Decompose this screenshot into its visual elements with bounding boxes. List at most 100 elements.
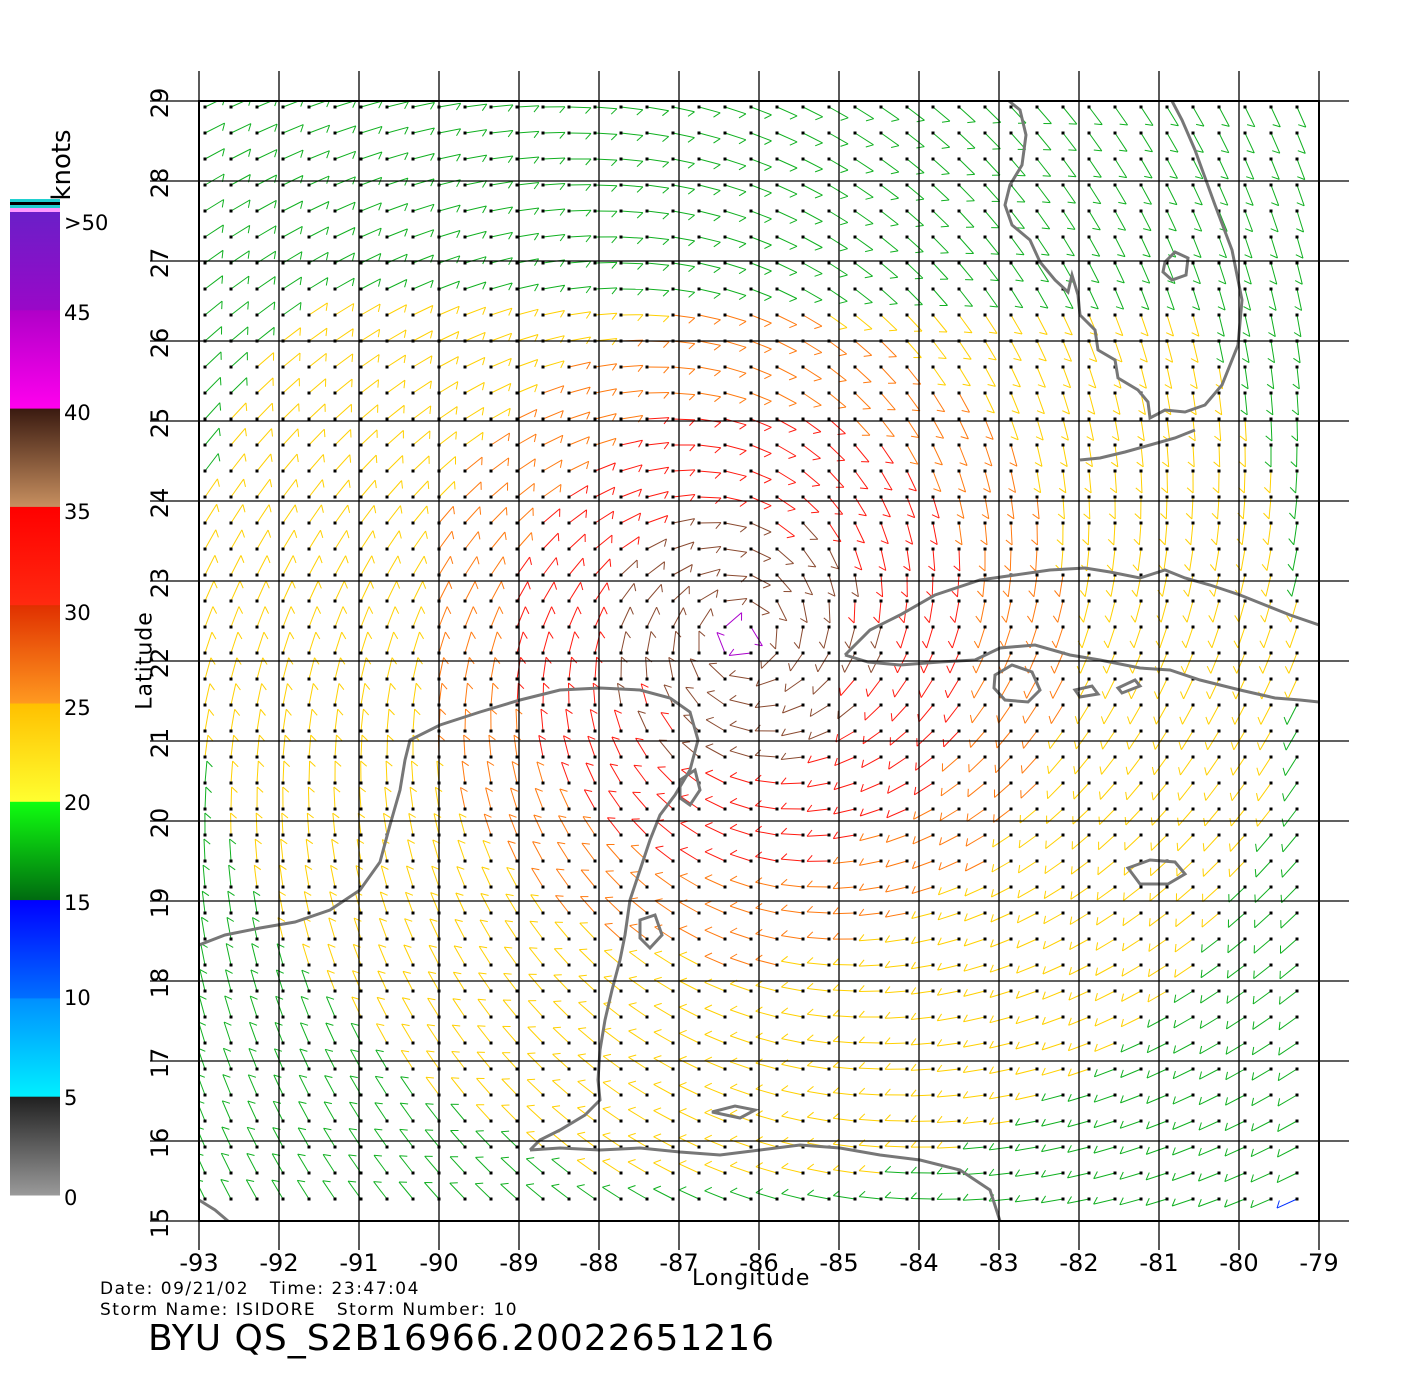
wind-barb	[724, 444, 747, 452]
wind-barb-flag	[324, 1075, 333, 1078]
wind-barb	[530, 894, 544, 914]
wind-barb-flag	[422, 581, 427, 589]
wind-barb-origin	[1243, 833, 1247, 837]
wind-barb-flag	[1117, 228, 1126, 231]
wind-barb-origin	[1113, 547, 1117, 551]
wind-barb-origin	[255, 105, 259, 109]
wind-barb-flag	[233, 734, 240, 742]
wind-barb-origin	[931, 807, 935, 811]
wind-barb	[802, 392, 822, 406]
wind-barb-origin	[385, 729, 389, 733]
wind-barb-origin	[827, 833, 831, 837]
wind-barb-flag	[1121, 968, 1125, 977]
wind-barb	[1291, 574, 1298, 597]
wind-barb	[620, 439, 643, 446]
wind-barb-flag	[892, 689, 896, 698]
wind-barb-origin	[1035, 261, 1039, 265]
wind-barb	[552, 1080, 570, 1096]
wind-barb-flag	[456, 204, 461, 213]
wind-barb	[1227, 938, 1246, 954]
wind-barb-origin	[1269, 859, 1273, 863]
wind-barb	[1244, 158, 1255, 180]
wind-barb-origin	[1035, 573, 1039, 577]
wind-barb	[994, 782, 1012, 798]
wind-barb-origin	[1087, 677, 1091, 681]
wind-barb	[1244, 132, 1255, 154]
wind-barb	[1243, 470, 1246, 494]
wind-barb	[984, 236, 1000, 255]
wind-barb-origin	[671, 1067, 675, 1071]
wind-barb-flag	[706, 690, 715, 693]
wind-barb	[412, 606, 422, 628]
wind-barb-origin	[307, 833, 311, 837]
wind-barb-flag	[916, 172, 925, 175]
wind-barb-origin	[1035, 807, 1039, 811]
wind-barb-origin	[853, 989, 857, 993]
wind-barb	[629, 951, 648, 966]
wind-barb-flag	[477, 531, 481, 540]
wind-barb-flag	[1199, 1045, 1203, 1054]
wind-barb-flag	[960, 436, 969, 440]
wind-barb-origin	[359, 833, 363, 837]
wind-barb-flag	[1041, 1016, 1046, 1025]
wind-barb-flag	[326, 996, 335, 1000]
wind-barb-origin	[1165, 209, 1169, 213]
wind-barb-flag	[1174, 943, 1177, 953]
wind-barb	[756, 678, 778, 687]
wind-barb	[427, 997, 440, 1018]
wind-barb-flag	[1110, 461, 1119, 468]
wind-barb-flag	[426, 1024, 435, 1027]
wind-barb-origin	[1165, 781, 1169, 785]
wind-barb-origin	[1087, 157, 1091, 161]
wind-barb-flag	[944, 690, 949, 698]
wind-barb	[282, 683, 288, 706]
wind-barb	[507, 840, 518, 862]
wind-barb-origin	[203, 547, 207, 551]
wind-barb-flag	[715, 522, 722, 530]
wind-barb-origin	[359, 235, 363, 239]
wind-barb-flag	[889, 329, 898, 332]
wind-barb-flag	[285, 708, 292, 716]
wind-barb-origin	[879, 521, 883, 525]
wind-barb-flag	[814, 664, 819, 673]
wind-barb-flag	[508, 814, 517, 818]
wind-barb	[578, 1002, 596, 1018]
wind-barb	[1016, 938, 1038, 949]
wind-barb	[256, 453, 272, 472]
wind-barb-flag	[323, 429, 326, 438]
wind-barb-flag	[789, 324, 797, 329]
wind-barb-origin	[1139, 625, 1143, 629]
wind-barb-flag	[328, 917, 337, 922]
legend-stripe	[10, 208, 60, 212]
wind-barb-origin	[645, 885, 649, 889]
wind-barb-flag	[221, 275, 224, 284]
wind-barb-origin	[541, 989, 545, 993]
wind-barb-flag	[479, 945, 488, 949]
wind-barb-origin	[827, 469, 831, 473]
wind-barb	[481, 866, 492, 888]
wind-barb-origin	[1009, 1067, 1013, 1071]
wind-barb-origin	[1165, 755, 1169, 759]
wind-barb	[932, 288, 948, 306]
wind-barb	[802, 548, 817, 568]
wind-barb-flag	[257, 760, 265, 768]
wind-barb-origin	[593, 157, 597, 161]
wind-barb	[646, 158, 669, 163]
wind-barb	[1062, 106, 1078, 125]
wind-barb-origin	[1035, 157, 1039, 161]
wind-barb-flag	[1106, 564, 1113, 572]
wind-barb-flag	[941, 199, 950, 202]
wind-barb-origin	[1035, 885, 1039, 889]
wind-barb	[633, 765, 648, 784]
wind-barb-flag	[507, 155, 514, 163]
wind-barb	[854, 340, 873, 356]
wind-barb-flag	[884, 1037, 891, 1045]
wind-barb-origin	[1061, 235, 1065, 239]
wind-barb-flag	[507, 130, 514, 138]
wind-barb-origin	[853, 313, 857, 317]
wind-barb-origin	[541, 599, 545, 603]
wind-barb	[332, 813, 336, 836]
wind-barb	[698, 184, 721, 191]
wind-barb	[327, 944, 336, 966]
wind-barb-flag	[610, 134, 618, 141]
